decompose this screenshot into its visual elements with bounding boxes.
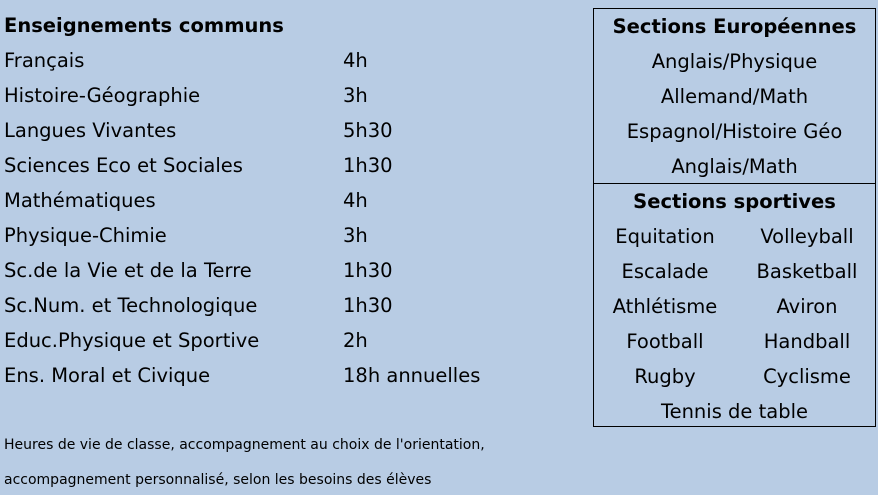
sport-section: Athlétisme bbox=[612, 295, 718, 318]
common-courses-title: Enseignements communs bbox=[4, 14, 284, 37]
subject-hours: 3h bbox=[343, 224, 368, 247]
subject-name: Sc.de la Vie et de la Terre bbox=[4, 259, 252, 282]
divider bbox=[594, 183, 875, 184]
subject-name: Histoire-Géographie bbox=[4, 84, 201, 107]
sport-section: Aviron bbox=[776, 295, 838, 318]
subject-hours: 1h30 bbox=[343, 294, 393, 317]
subject-hours: 18h annuelles bbox=[343, 364, 481, 387]
subject-name: Physique-Chimie bbox=[4, 224, 167, 247]
subject-name: Mathématiques bbox=[4, 189, 156, 212]
european-section: Espagnol/Histoire Géo bbox=[626, 120, 843, 143]
sport-section: Equitation bbox=[615, 225, 715, 248]
sport-section: Volleyball bbox=[760, 225, 854, 248]
subject-hours: 2h bbox=[343, 329, 368, 352]
subject-name: Langues Vivantes bbox=[4, 119, 177, 142]
subject-name: Sc.Num. et Technologique bbox=[4, 294, 258, 317]
note-line-1: Heures de vie de classe, accompagnement … bbox=[4, 437, 485, 453]
european-section: Anglais/Physique bbox=[651, 50, 818, 73]
sport-section: Cyclisme bbox=[763, 365, 851, 388]
subject-name: Français bbox=[4, 49, 85, 72]
european-sections-title: Sections Européennes bbox=[612, 15, 857, 38]
subject-name: Ens. Moral et Civique bbox=[4, 364, 211, 387]
subject-name: Sciences Eco et Sociales bbox=[4, 154, 243, 177]
subject-hours: 1h30 bbox=[343, 259, 393, 282]
subject-hours: 1h30 bbox=[343, 154, 393, 177]
sport-section: Rugby bbox=[634, 365, 696, 388]
sports-sections-title: Sections sportives bbox=[633, 190, 836, 213]
subject-hours: 4h bbox=[343, 189, 368, 212]
sport-section: Handball bbox=[763, 330, 851, 353]
sport-section: Tennis de table bbox=[660, 400, 809, 423]
subject-name: Educ.Physique et Sportive bbox=[4, 329, 260, 352]
european-section: Allemand/Math bbox=[660, 85, 809, 108]
sport-section: Basketball bbox=[756, 260, 858, 283]
sections-box: Sections Européennes Anglais/Physique Al… bbox=[593, 8, 876, 427]
subject-hours: 5h30 bbox=[343, 119, 393, 142]
subject-hours: 3h bbox=[343, 84, 368, 107]
note-line-2: accompagnement personnalisé, selon les b… bbox=[4, 472, 432, 488]
european-section: Anglais/Math bbox=[671, 155, 798, 178]
subject-hours: 4h bbox=[343, 49, 368, 72]
sport-section: Escalade bbox=[621, 260, 709, 283]
sport-section: Football bbox=[626, 330, 704, 353]
